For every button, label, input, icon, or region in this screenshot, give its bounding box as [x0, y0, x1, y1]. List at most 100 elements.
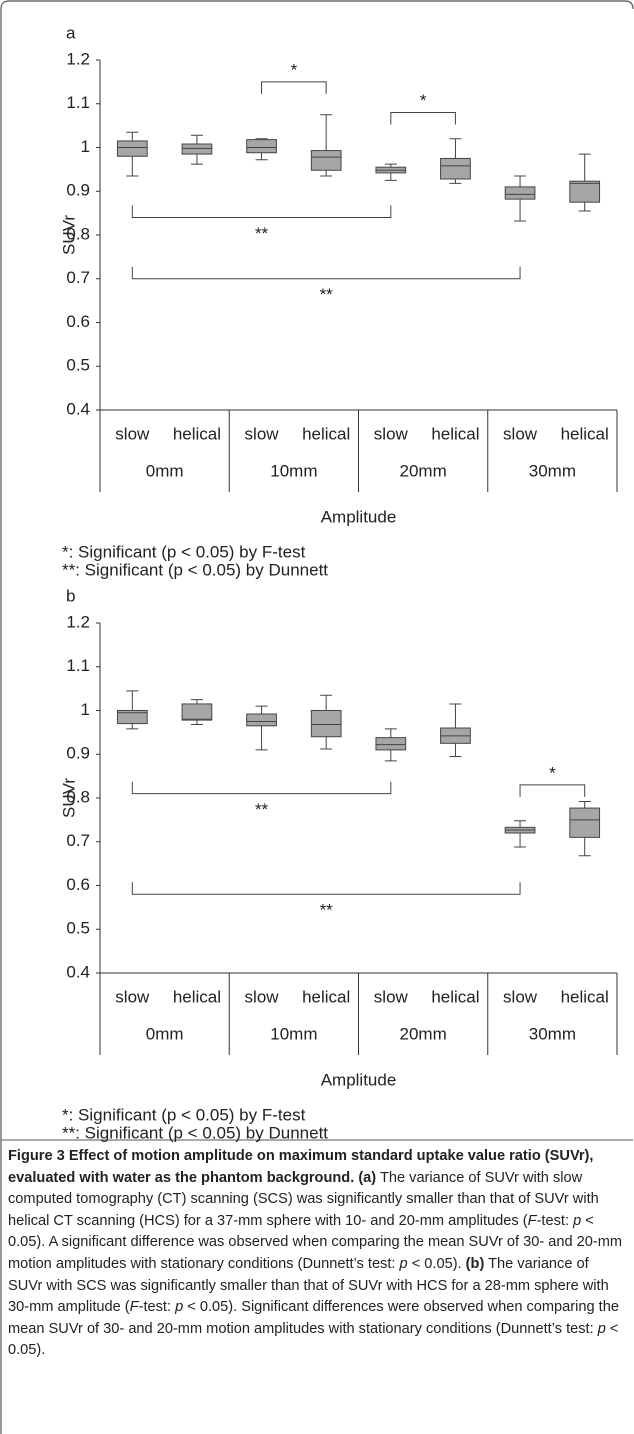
x-axis-label: Amplitude	[321, 1070, 397, 1089]
whisker-low	[320, 170, 333, 177]
whisker-low	[578, 837, 591, 857]
y-tick-label: 1.1	[66, 93, 90, 112]
panel: a 0.4 0.5 0.6 0.7 0.8 0.9 1 1.1 1.2 SUVr slow helica…	[59, 23, 618, 579]
caption-text: < 0.05).	[407, 1255, 466, 1272]
box	[310, 710, 342, 738]
y-tick-label: 0.9	[66, 181, 90, 200]
caption-text: p	[175, 1299, 184, 1316]
significance-bracket	[131, 205, 392, 218]
panel: b 0.4 0.5 0.6 0.7 0.8 0.9 1 1.1 1.2 SUVr slow helica…	[59, 586, 618, 1142]
y-tick-label: 1.1	[66, 656, 90, 675]
caption-text: p	[399, 1255, 408, 1272]
whisker-high	[514, 820, 527, 828]
whisker-high	[578, 801, 591, 809]
significance-bracket	[519, 784, 586, 797]
y-tick-label: 0.4	[66, 962, 90, 981]
group-label: 0mm	[146, 461, 184, 480]
x-tick-label: slow	[245, 987, 280, 1006]
whisker-high	[384, 728, 397, 738]
whisker-low	[578, 202, 591, 212]
y-tick-label: 1.2	[66, 49, 90, 68]
whisker-low	[384, 749, 397, 762]
whisker-low	[449, 743, 462, 757]
x-tick-label: helical	[431, 424, 479, 443]
footnote: **: Significant (p < 0.05) by Dunnett	[62, 1123, 328, 1142]
whisker-low	[126, 156, 139, 177]
box	[569, 180, 601, 203]
box	[116, 140, 148, 157]
x-tick-label: helical	[173, 987, 221, 1006]
whisker-low	[255, 725, 268, 751]
y-tick-label: 0.7	[66, 831, 90, 850]
x-tick-label: helical	[302, 987, 350, 1006]
whisker-high	[514, 175, 527, 187]
y-tick-label: 0.6	[66, 312, 90, 331]
box	[181, 143, 213, 155]
significance-label: *	[549, 763, 556, 782]
significance-bracket	[131, 781, 392, 795]
significance-label: **	[320, 901, 334, 920]
box	[375, 737, 407, 751]
whisker-low	[126, 723, 139, 730]
x-tick-label: slow	[245, 424, 280, 443]
caption-text: F	[527, 1212, 537, 1229]
y-tick-label: 0.8	[66, 787, 90, 806]
footnote: *: Significant (p < 0.05) by F-test	[62, 542, 306, 561]
whisker-high	[126, 131, 139, 141]
box	[504, 186, 536, 200]
caption-text: Figure 3 Effect of motion amplitude on m…	[8, 1148, 594, 1186]
x-tick-label: slow	[374, 424, 409, 443]
group-label: 30mm	[529, 1024, 576, 1043]
whisker-low	[514, 833, 527, 848]
whisker-low	[320, 736, 333, 750]
group-label: 20mm	[400, 461, 447, 480]
whisker-high	[449, 703, 462, 728]
y-tick-label: 0.4	[66, 399, 90, 418]
footnote: **: Significant (p < 0.05) by Dunnett	[62, 560, 328, 579]
box	[246, 139, 277, 154]
significance-label: **	[320, 285, 334, 304]
significance-bracket	[131, 882, 521, 895]
y-tick-label: 0.9	[66, 744, 90, 763]
y-tick-label: 0.5	[66, 356, 90, 375]
box	[310, 150, 342, 171]
significance-bracket	[390, 112, 456, 125]
footnote: *: Significant (p < 0.05) by F-test	[62, 1105, 306, 1124]
group-label: 10mm	[270, 461, 317, 480]
whisker-high	[320, 694, 333, 711]
whisker-low	[384, 172, 397, 181]
caption-text: The variance of SUVr with SCS was signif…	[8, 1255, 609, 1316]
x-tick-label: slow	[503, 424, 538, 443]
panel-label: a	[66, 23, 76, 42]
caption: Figure 3 Effect of motion amplitude on m…	[8, 1146, 626, 1362]
caption-text: p	[597, 1320, 606, 1337]
y-tick-label: 0.7	[66, 268, 90, 287]
x-tick-label: slow	[115, 987, 150, 1006]
group-label: 20mm	[400, 1024, 447, 1043]
significance-label: *	[420, 91, 427, 110]
whisker-low	[255, 152, 268, 161]
y-axis-label: SUVr	[59, 778, 78, 818]
x-tick-label: helical	[561, 424, 609, 443]
whisker-low	[449, 179, 462, 184]
y-tick-label: 1	[81, 137, 90, 156]
y-tick-label: 1.2	[66, 612, 90, 631]
x-axis-label: Amplitude	[321, 507, 397, 526]
significance-label: *	[291, 60, 298, 79]
box	[440, 157, 471, 180]
y-tick-label: 0.8	[66, 224, 90, 243]
whisker-high	[190, 134, 203, 144]
caption-text: p	[573, 1212, 582, 1229]
x-tick-label: helical	[173, 424, 221, 443]
y-axis-label: SUVr	[59, 215, 78, 255]
significance-bracket	[131, 266, 521, 280]
panel-label: b	[66, 586, 75, 605]
box	[116, 710, 148, 725]
whisker-high	[126, 690, 139, 711]
whisker-high	[255, 705, 268, 714]
y-tick-label: 1	[81, 700, 90, 719]
x-tick-label: helical	[302, 424, 350, 443]
significance-label: **	[255, 800, 269, 819]
whisker-low	[514, 199, 527, 222]
